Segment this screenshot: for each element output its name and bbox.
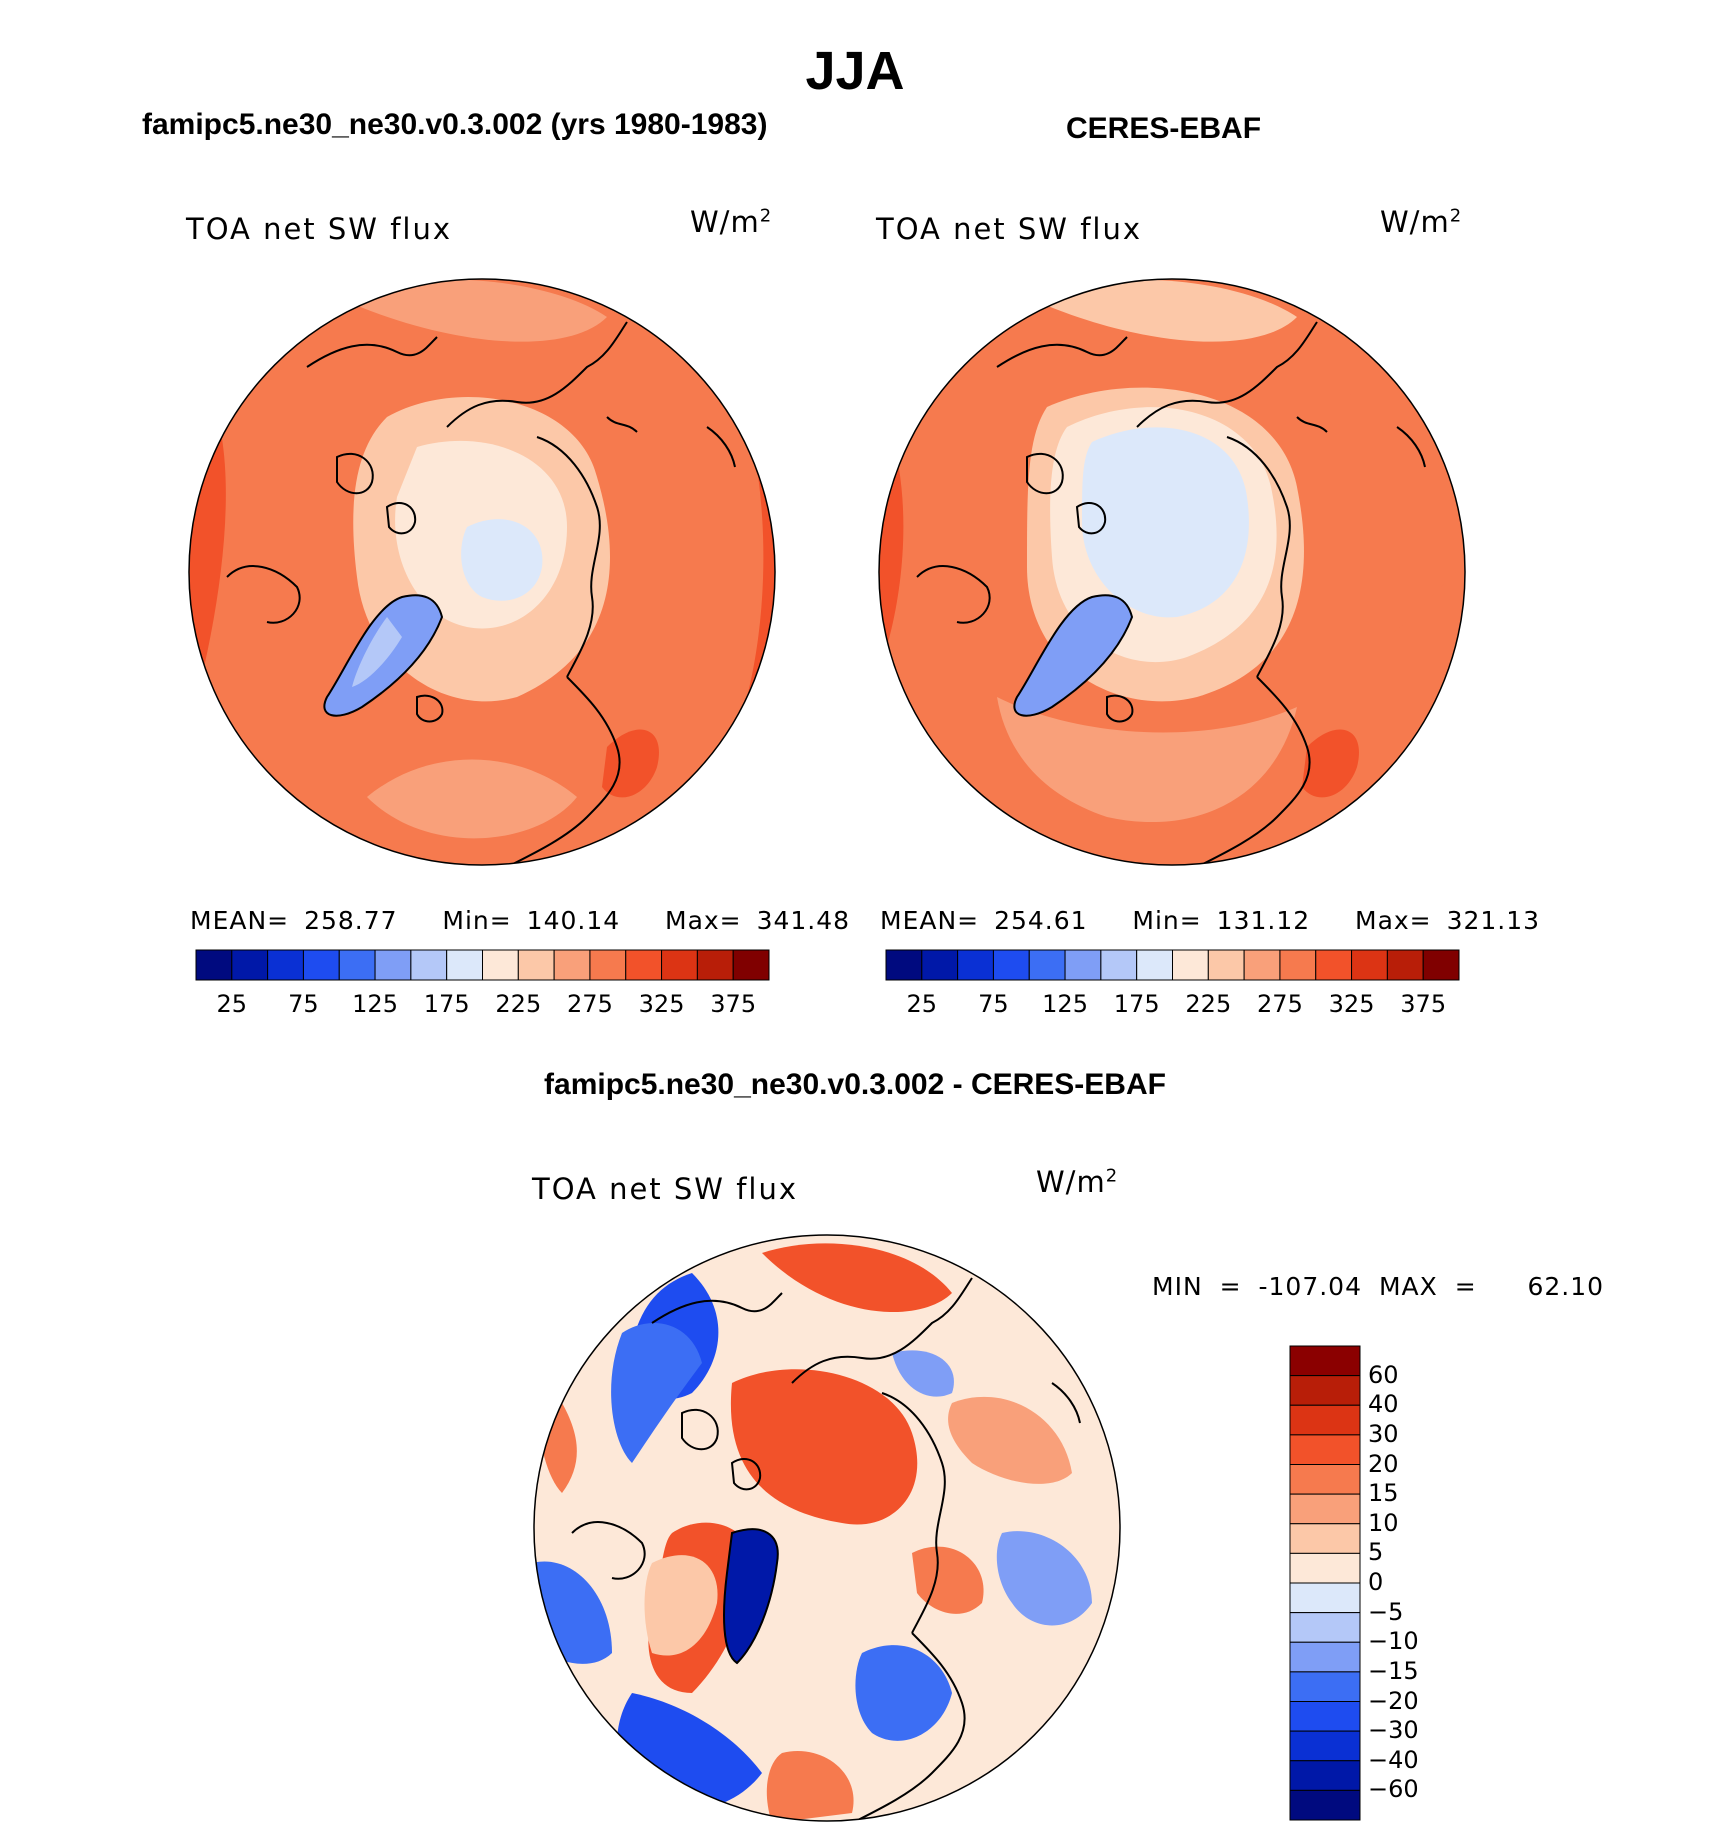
model-colorbar — [195, 949, 770, 981]
diff-colorbar-box — [1289, 1404, 1361, 1436]
obs-colorbar-box — [1136, 949, 1173, 981]
diff-colorbar-box — [1289, 1730, 1361, 1762]
diff-colorbar-box — [1289, 1345, 1361, 1377]
model-colorbar-tick: 175 — [423, 990, 470, 1018]
obs-units-label: W/m2 — [1380, 205, 1463, 239]
diff-polar-map — [533, 1234, 1121, 1822]
model-stats: MEAN= 258.77 Min= 140.14 Max= 341.48 — [190, 906, 851, 935]
diff-colorbar-box — [1289, 1582, 1361, 1614]
model-variable-label: TOA net SW flux — [186, 212, 453, 246]
obs-colorbar-box — [921, 949, 959, 981]
model-colorbar-box — [195, 949, 233, 981]
obs-colorbar-box — [1207, 949, 1245, 981]
diff-colorbar-box — [1289, 1552, 1361, 1584]
model-colorbar-box — [625, 949, 663, 981]
diff-colorbar-tick: −5 — [1368, 1597, 1404, 1626]
obs-colorbar-box — [885, 949, 923, 981]
obs-polar-map — [878, 278, 1466, 866]
diff-colorbar-tick: 40 — [1368, 1390, 1399, 1419]
diff-colorbar — [1289, 1345, 1361, 1821]
diff-colorbar-tick: −10 — [1368, 1627, 1419, 1656]
model-panel-title: famipc5.ne30_ne30.v0.3.002 (yrs 1980-198… — [142, 108, 768, 141]
diff-colorbar-tick: −15 — [1368, 1656, 1419, 1685]
obs-colorbar-tick: 125 — [1042, 990, 1088, 1018]
model-colorbar-tick: 125 — [352, 990, 398, 1018]
model-colorbar-box — [410, 949, 448, 981]
model-colorbar-box — [374, 949, 412, 981]
obs-colorbar-box — [992, 949, 1030, 981]
diff-units-label: W/m2 — [1036, 1165, 1119, 1199]
obs-colorbar-tick: 275 — [1257, 990, 1303, 1018]
diff-panel-title: famipc5.ne30_ne30.v0.3.002 - CERES-EBAF — [544, 1068, 1166, 1101]
diff-colorbar-tick: −20 — [1368, 1686, 1419, 1715]
obs-colorbar-box — [1172, 949, 1209, 981]
obs-colorbar-box — [1243, 949, 1281, 981]
diff-colorbar-tick: 0 — [1368, 1568, 1384, 1596]
model-colorbar-tick: 25 — [216, 990, 248, 1018]
diff-colorbar-tick: −30 — [1368, 1716, 1419, 1745]
diff-colorbar-tick: 15 — [1368, 1479, 1399, 1508]
model-colorbar-tick: 75 — [288, 990, 319, 1018]
model-colorbar-box — [661, 949, 698, 981]
diff-colorbar-box — [1289, 1760, 1361, 1791]
model-colorbar-box — [482, 949, 519, 981]
diff-colorbar-tick: 20 — [1368, 1449, 1399, 1478]
model-colorbar-box — [732, 949, 770, 981]
model-colorbar-box — [553, 949, 591, 981]
diff-colorbar-tick: 10 — [1368, 1508, 1399, 1537]
diff-colorbar-box — [1289, 1789, 1361, 1821]
diff-colorbar-tick: 30 — [1368, 1419, 1399, 1448]
obs-colorbar-tick: 25 — [906, 990, 938, 1018]
model-colorbar-box — [589, 949, 627, 981]
obs-colorbar-box — [1351, 949, 1388, 981]
obs-colorbar-box — [1028, 949, 1066, 981]
diff-colorbar-box — [1289, 1493, 1361, 1525]
diff-minmax: MIN = -107.04 MAX = 62.10 — [1152, 1272, 1605, 1301]
obs-colorbar-box — [1279, 949, 1317, 981]
diff-colorbar-box — [1289, 1641, 1361, 1673]
model-colorbar-box — [267, 949, 304, 981]
obs-colorbar-tick: 325 — [1328, 990, 1375, 1018]
model-colorbar-box — [696, 949, 734, 981]
obs-colorbar-tick: 175 — [1113, 990, 1160, 1018]
diff-colorbar-box — [1289, 1464, 1361, 1495]
diff-colorbar-box — [1289, 1375, 1361, 1406]
obs-colorbar-tick: 75 — [978, 990, 1009, 1018]
model-units-label: W/m2 — [690, 205, 773, 239]
diff-colorbar-box — [1289, 1671, 1361, 1702]
diff-colorbar-tick: 5 — [1368, 1538, 1384, 1567]
model-colorbar-box — [302, 949, 340, 981]
model-colorbar-tick: 325 — [638, 990, 685, 1018]
obs-colorbar-box — [1064, 949, 1102, 981]
diff-colorbar-tick: 60 — [1368, 1360, 1399, 1389]
diff-colorbar-box — [1289, 1701, 1361, 1732]
diff-variable-label: TOA net SW flux — [532, 1172, 799, 1206]
obs-colorbar-box — [1100, 949, 1138, 981]
obs-stats: MEAN= 254.61 Min= 131.12 Max= 321.13 — [880, 906, 1541, 935]
model-colorbar-box — [517, 949, 555, 981]
obs-variable-label: TOA net SW flux — [876, 212, 1143, 246]
obs-colorbar — [885, 949, 1460, 981]
diff-colorbar-tick: −40 — [1368, 1745, 1419, 1774]
diff-colorbar-box — [1289, 1434, 1361, 1465]
figure-title: JJA — [805, 41, 905, 101]
model-colorbar-box — [446, 949, 483, 981]
model-colorbar-tick: 225 — [495, 990, 542, 1018]
diff-colorbar-box — [1289, 1612, 1361, 1643]
model-colorbar-box — [231, 949, 269, 981]
obs-colorbar-box — [1422, 949, 1460, 981]
model-colorbar-tick: 275 — [567, 990, 613, 1018]
obs-panel-title: CERES-EBAF — [1066, 112, 1262, 145]
model-colorbar-tick: 375 — [710, 990, 757, 1018]
model-colorbar-box — [338, 949, 376, 981]
obs-colorbar-tick: 375 — [1400, 990, 1447, 1018]
model-polar-map — [188, 278, 776, 866]
obs-colorbar-box — [1386, 949, 1424, 981]
diff-colorbar-tick: −60 — [1368, 1775, 1419, 1804]
obs-colorbar-box — [957, 949, 994, 981]
obs-colorbar-tick: 225 — [1185, 990, 1232, 1018]
diff-colorbar-box — [1289, 1523, 1361, 1554]
obs-colorbar-box — [1315, 949, 1353, 981]
